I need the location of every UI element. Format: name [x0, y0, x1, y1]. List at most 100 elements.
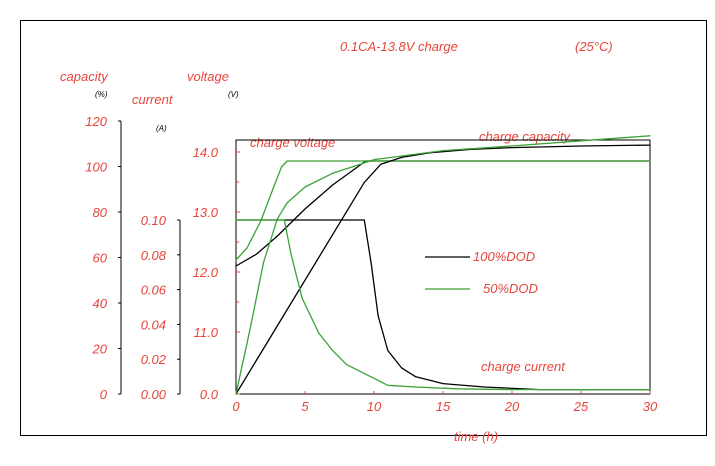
series-point-charge-voltage-100pctdod — [332, 184, 334, 186]
series-point-charge-capacity-50pctdod — [580, 140, 582, 142]
capacity-tick-label-2: 40 — [93, 296, 108, 311]
series-point-charge-voltage-50pctdod — [260, 220, 262, 222]
series-point-charge-current-50pctdod — [580, 389, 582, 391]
series-point-charge-current-50pctdod — [373, 377, 375, 379]
capacity-axis-unit: (%) — [95, 90, 108, 99]
current-tick-label-2: 0.04 — [141, 317, 166, 332]
series-point-charge-current-50pctdod — [345, 363, 347, 366]
series-point-charge-current-100pctdod — [414, 376, 416, 378]
series-point-charge-capacity-100pctdod — [511, 147, 513, 149]
annotation-charge-capacity: charge capacity — [479, 129, 572, 144]
series-point-charge-voltage-100pctdod — [304, 208, 306, 210]
series-layer — [235, 135, 651, 395]
series-point-charge-current-50pctdod — [456, 388, 458, 390]
series-point-charge-voltage-100pctdod — [352, 169, 354, 171]
plot-area-border — [235, 139, 651, 395]
capacity-axis-label: capacity — [60, 69, 109, 84]
series-point-charge-capacity-50pctdod — [249, 329, 251, 331]
series-point-charge-current-100pctdod — [483, 386, 485, 388]
x-tick-label-0: 0 — [232, 399, 240, 414]
series-line-charge-current-50pctdod — [236, 219, 650, 391]
voltage-tick-label-0: 0.0 — [200, 387, 219, 402]
x-tick-label-3: 15 — [436, 399, 451, 414]
series-point-charge-capacity-100pctdod — [363, 181, 365, 184]
x-tick-label-5: 25 — [573, 399, 589, 414]
current-tick-label-3: 0.06 — [141, 283, 167, 298]
series-point-charge-current-50pctdod — [332, 349, 334, 352]
capacity-tick-label-6: 120 — [85, 114, 107, 129]
x-tick-label-6: 30 — [643, 399, 658, 414]
series-point-charge-capacity-50pctdod — [276, 218, 278, 220]
capacity-tick-label-5: 100 — [85, 160, 107, 175]
series-point-charge-current-50pctdod — [359, 370, 361, 372]
series-line-charge-voltage-100pctdod — [235, 160, 650, 267]
series-point-charge-capacity-50pctdod — [286, 202, 288, 204]
series-point-charge-voltage-50pctdod — [272, 187, 274, 189]
series-line-charge-capacity-50pctdod — [235, 135, 651, 395]
series-point-charge-capacity-50pctdod — [649, 135, 651, 137]
current-tick-label-0: 0.00 — [141, 387, 167, 402]
current-tick-label-5: 0.10 — [141, 213, 167, 228]
series-point-charge-current-100pctdod — [370, 262, 372, 265]
voltage-tick-label-2: 12.0 — [193, 265, 219, 280]
series-point-charge-current-100pctdod — [387, 349, 389, 352]
voltage-tick-label-3: 13.0 — [193, 205, 219, 220]
series-point-charge-voltage-50pctdod — [246, 247, 248, 249]
series-point-charge-current-50pctdod — [283, 219, 285, 221]
capacity-tick-label-0: 0 — [100, 387, 108, 402]
series-point-charge-voltage-50pctdod — [649, 160, 651, 162]
annotation-charge-current: charge current — [481, 359, 566, 374]
legend-label-100dod: 100%DOD — [473, 249, 535, 264]
x-tick-label-2: 10 — [367, 399, 382, 414]
series-point-charge-capacity-50pctdod — [332, 172, 334, 174]
capacity-tick-label-1: 20 — [92, 342, 108, 357]
series-point-charge-capacity-100pctdod — [580, 145, 582, 147]
series-point-charge-voltage-50pctdod — [235, 259, 237, 261]
current-tick-label-1: 0.02 — [141, 352, 167, 367]
series-point-charge-voltage-100pctdod — [256, 253, 258, 255]
series-point-charge-capacity-50pctdod — [304, 186, 306, 188]
x-tick-label-4: 20 — [504, 399, 520, 414]
series-point-charge-current-50pctdod — [301, 297, 303, 299]
voltage-axis-label: voltage — [187, 69, 229, 84]
series-line-charge-voltage-50pctdod — [235, 160, 650, 261]
capacity-tick-label-3: 60 — [93, 251, 108, 266]
series-point-charge-capacity-100pctdod — [401, 156, 403, 158]
current-tick-label-4: 0.08 — [141, 248, 167, 263]
series-point-charge-capacity-100pctdod — [380, 163, 382, 165]
series-line-charge-capacity-100pctdod — [235, 144, 651, 395]
series-point-charge-voltage-100pctdod — [276, 235, 278, 237]
series-point-charge-current-100pctdod — [363, 219, 365, 221]
axes-layer: 0 5 10 15 20 25 30 0.0 11.0 12.0 13.0 14.0 0 20 40 60 80… — [85, 114, 658, 414]
series-point-charge-capacity-50pctdod — [263, 261, 265, 263]
chart-title: 0.1CA-13.8V charge — [340, 39, 458, 54]
series-line-charge-current-100pctdod — [236, 219, 650, 391]
series-point-charge-current-100pctdod — [442, 382, 444, 385]
series-point-charge-capacity-50pctdod — [235, 393, 237, 395]
series-point-charge-capacity-50pctdod — [511, 145, 513, 147]
series-point-charge-voltage-100pctdod — [235, 265, 237, 267]
series-point-charge-capacity-50pctdod — [442, 149, 444, 152]
series-point-charge-current-50pctdod — [649, 389, 651, 391]
series-point-charge-current-50pctdod — [318, 332, 320, 334]
series-point-charge-current-50pctdod — [511, 389, 513, 391]
current-axis-label: current — [132, 92, 174, 107]
series-point-charge-current-50pctdod — [235, 219, 237, 221]
voltage-axis-unit: (V) — [228, 90, 239, 99]
series-point-charge-current-50pctdod — [387, 384, 389, 386]
voltage-tick-label-4: 14.0 — [193, 145, 219, 160]
series-point-charge-current-100pctdod — [377, 315, 379, 317]
series-point-charge-voltage-50pctdod — [280, 166, 283, 168]
series-point-charge-current-50pctdod — [290, 254, 292, 256]
series-point-charge-capacity-100pctdod — [649, 144, 651, 146]
legend-label-50dod: 50%DOD — [483, 281, 538, 296]
series-point-charge-voltage-50pctdod — [286, 160, 288, 162]
chart-subtitle: (25°C) — [575, 39, 613, 54]
series-point-charge-current-100pctdod — [401, 367, 403, 369]
x-tick-label-1: 5 — [301, 399, 309, 414]
annotation-charge-voltage: charge voltage — [250, 135, 335, 150]
chart-frame — [20, 20, 707, 436]
series-point-charge-current-50pctdod — [414, 386, 416, 388]
capacity-tick-label-4: 80 — [93, 205, 108, 220]
